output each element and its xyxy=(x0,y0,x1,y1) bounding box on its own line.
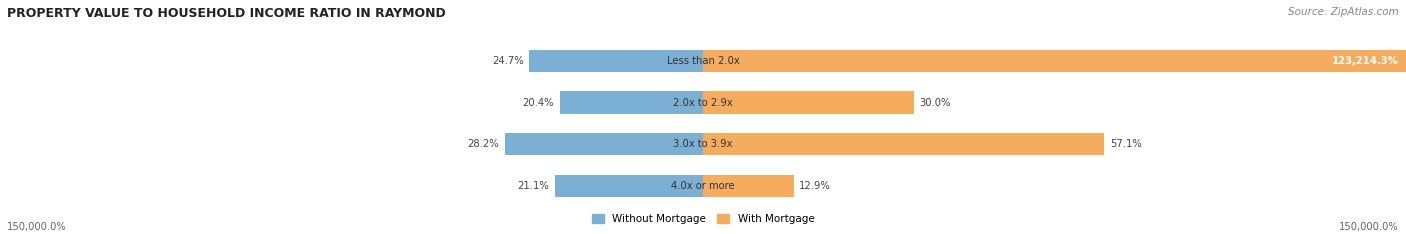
Bar xyxy=(505,133,703,155)
Text: Less than 2.0x: Less than 2.0x xyxy=(666,56,740,66)
Text: 28.2%: 28.2% xyxy=(468,139,499,149)
Legend: Without Mortgage, With Mortgage: Without Mortgage, With Mortgage xyxy=(588,210,818,228)
Text: 30.0%: 30.0% xyxy=(920,98,950,108)
Text: 3.0x to 3.9x: 3.0x to 3.9x xyxy=(673,139,733,149)
Text: Source: ZipAtlas.com: Source: ZipAtlas.com xyxy=(1288,7,1399,17)
Text: 123,214.3%: 123,214.3% xyxy=(1333,56,1399,66)
Bar xyxy=(703,50,1406,72)
Bar xyxy=(554,175,703,197)
Bar xyxy=(703,133,1104,155)
Text: 21.1%: 21.1% xyxy=(517,181,548,191)
Bar xyxy=(703,91,914,114)
Bar xyxy=(560,91,703,114)
Bar xyxy=(703,175,793,197)
Bar xyxy=(529,50,703,72)
Text: 12.9%: 12.9% xyxy=(799,181,831,191)
Text: 57.1%: 57.1% xyxy=(1109,139,1142,149)
Text: 4.0x or more: 4.0x or more xyxy=(671,181,735,191)
Text: 150,000.0%: 150,000.0% xyxy=(1340,222,1399,232)
Text: 2.0x to 2.9x: 2.0x to 2.9x xyxy=(673,98,733,108)
Text: PROPERTY VALUE TO HOUSEHOLD INCOME RATIO IN RAYMOND: PROPERTY VALUE TO HOUSEHOLD INCOME RATIO… xyxy=(7,7,446,20)
Text: 20.4%: 20.4% xyxy=(523,98,554,108)
Text: 150,000.0%: 150,000.0% xyxy=(7,222,66,232)
Text: 24.7%: 24.7% xyxy=(492,56,523,66)
